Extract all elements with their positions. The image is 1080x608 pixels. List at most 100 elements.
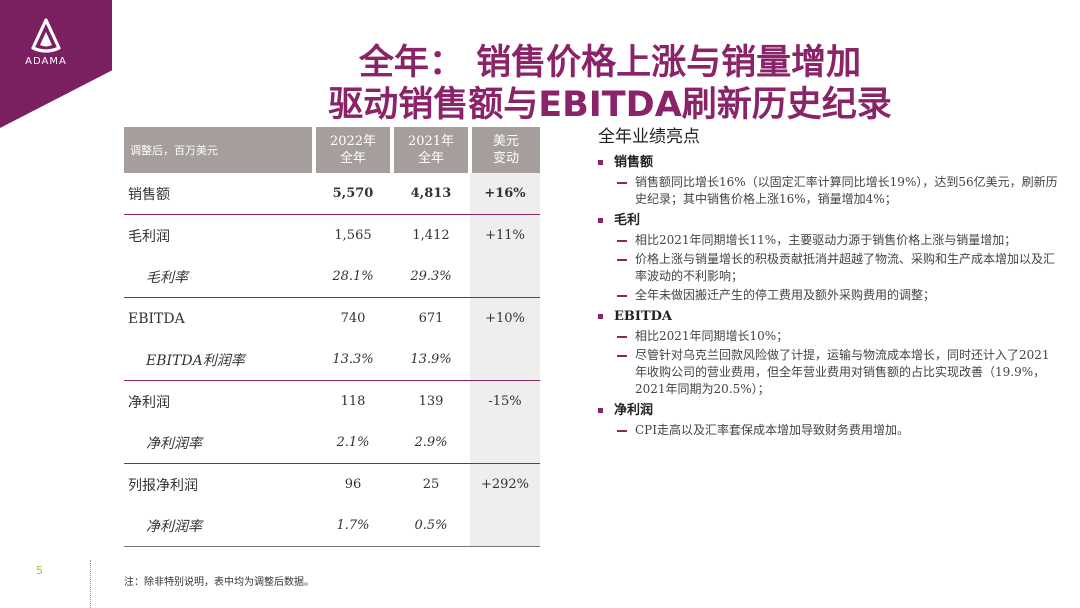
list-item: 相比2021年同期增长10%； xyxy=(617,328,1060,345)
bullet-square-icon xyxy=(598,160,603,165)
cell-2021: 1,412 xyxy=(412,228,450,243)
cell-2021: 13.9% xyxy=(392,339,470,381)
section-net-profit: 净利润 CPI走高以及汇率套保成本增加导致财务费用增加。 xyxy=(598,401,1060,439)
section-heading: 销售额 xyxy=(598,153,1060,172)
header-2022: 2022年 全年 xyxy=(314,127,394,173)
section-heading-text: 毛利 xyxy=(614,213,641,228)
cell-2022: 2.1% xyxy=(314,422,392,464)
dash-bullet-icon xyxy=(617,430,627,432)
cell-2022: 740 xyxy=(340,311,366,326)
cell-2022: 96 xyxy=(344,477,362,492)
section-gross-profit: 毛利 相比2021年同期增长11%，主要驱动力源于销售价格上涨与销量增加； 价格… xyxy=(598,211,1060,304)
dash-bullet-icon xyxy=(617,295,627,297)
dash-bullet-icon xyxy=(617,336,627,338)
section-heading: 毛利 xyxy=(598,211,1060,230)
header-2021-year: 2021年 xyxy=(407,134,455,149)
cell-change: +16% xyxy=(470,173,540,215)
list-item-text: 全年未做因搬迁产生的停工费用及额外采购费用的调整； xyxy=(635,288,936,302)
list-item: 价格上涨与销量增长的积极贡献抵消并超越了物流、采购和生产成本增加以及汇率波动的不… xyxy=(617,251,1060,285)
adama-logo-icon xyxy=(31,18,61,53)
financial-table: 调整后，百万美元 2022年 全年 2021年 全年 美元 变动 销售额 5,5… xyxy=(124,127,540,547)
bullet-square-icon xyxy=(598,314,603,319)
row-label: 净利润率 xyxy=(124,422,314,464)
table-header-row: 调整后，百万美元 2022年 全年 2021年 全年 美元 变动 xyxy=(124,127,540,173)
list-item-text: 相比2021年同期增长10%； xyxy=(635,329,789,343)
logo-text: ADAMA xyxy=(25,56,67,67)
cell-2021: 671 xyxy=(418,311,444,326)
row-label: 毛利率 xyxy=(124,256,314,298)
header-2021-period: 全年 xyxy=(417,151,444,166)
cell-change xyxy=(470,505,540,547)
header-change-currency: 美元 xyxy=(492,134,519,149)
list-item: 尽管针对乌克兰回款风险做了计提，运输与物流成本增长，同时还计入了2021年收购公… xyxy=(617,347,1060,398)
header-change: 美元 变动 xyxy=(470,127,540,173)
highlights-panel: 全年业绩亮点 销售额 销售额同比增长16%（以固定汇率计算同比增长19%），达到… xyxy=(598,127,1060,439)
cell-2021: 4,813 xyxy=(392,173,470,215)
dash-bullet-icon xyxy=(617,240,627,242)
cell-change xyxy=(470,256,540,298)
page-number: 5 xyxy=(36,564,43,577)
header-change-label: 变动 xyxy=(492,151,519,166)
cell-2021: 2.9% xyxy=(392,422,470,464)
row-label: EBITDA xyxy=(128,310,185,327)
row-label: 净利润 xyxy=(128,394,170,411)
table-row: 净利润 118 139 -15% xyxy=(124,380,540,422)
header-2022-period: 全年 xyxy=(339,151,366,166)
table-row: 销售额 5,570 4,813 +16% xyxy=(124,173,540,215)
row-label: 净利润率 xyxy=(124,505,314,547)
table-row: EBITDA 740 671 +10% xyxy=(124,297,540,339)
section-sales: 销售额 销售额同比增长16%（以固定汇率计算同比增长19%），达到56亿美元，刷… xyxy=(598,153,1060,208)
cell-2022: 1.7% xyxy=(314,505,392,547)
cell-change: +11% xyxy=(470,214,540,256)
section-heading-text: EBITDA xyxy=(614,309,673,324)
adama-logo: ADAMA xyxy=(16,18,76,67)
cell-2022: 5,570 xyxy=(314,173,392,215)
cell-2021: 29.3% xyxy=(392,256,470,298)
header-2022-year: 2022年 xyxy=(329,134,377,149)
list-item: 全年未做因搬迁产生的停工费用及额外采购费用的调整； xyxy=(617,287,1060,304)
page-title-line2: 驱动销售额与EBITDA刷新历史纪录 xyxy=(328,85,892,125)
list-item: 相比2021年同期增长11%，主要驱动力源于销售价格上涨与销量增加； xyxy=(617,232,1060,249)
cell-2022: 13.3% xyxy=(314,339,392,381)
header-unit: 调整后，百万美元 xyxy=(124,127,316,173)
cell-change xyxy=(470,339,540,381)
list-item-text: CPI走高以及汇率套保成本增加导致财务费用增加。 xyxy=(635,423,909,437)
cell-2021: 25 xyxy=(422,477,440,492)
row-label: 列报净利润 xyxy=(128,477,198,494)
footer-divider xyxy=(90,560,91,608)
dash-bullet-icon xyxy=(617,355,627,357)
table-row: 毛利率 28.1% 29.3% xyxy=(124,256,540,298)
table-row: 列报净利润 96 25 +292% xyxy=(124,463,540,505)
row-label: 毛利润 xyxy=(128,228,170,245)
section-heading-text: 销售额 xyxy=(614,155,654,170)
section-heading-text: 净利润 xyxy=(614,403,654,418)
table-row: 净利润率 1.7% 0.5% xyxy=(124,505,540,547)
section-heading: 净利润 xyxy=(598,401,1060,420)
bullet-square-icon xyxy=(598,408,603,413)
section-heading: EBITDA xyxy=(598,307,1060,326)
cell-2022: 118 xyxy=(340,394,366,409)
list-item-text: 尽管针对乌克兰回款风险做了计提，运输与物流成本增长，同时还计入了2021年收购公… xyxy=(635,348,1050,396)
list-item-text: 价格上涨与销量增长的积极贡献抵消并超越了物流、采购和生产成本增加以及汇率波动的不… xyxy=(635,252,1056,283)
dash-bullet-icon xyxy=(617,259,627,261)
table-row: 毛利润 1,565 1,412 +11% xyxy=(124,214,540,256)
cell-change: +292% xyxy=(470,463,540,505)
list-item-text: 销售额同比增长16%（以固定汇率计算同比增长19%），达到56亿美元，刷新历史纪… xyxy=(635,175,1058,206)
cell-2022: 28.1% xyxy=(314,256,392,298)
page-title-line1: 全年： 销售价格上涨与销量增加 xyxy=(358,43,862,83)
row-label: 销售额 xyxy=(124,173,314,215)
bullet-square-icon xyxy=(598,218,603,223)
logo-wedge: ADAMA xyxy=(0,0,112,128)
list-item-text: 相比2021年同期增长11%，主要驱动力源于销售价格上涨与销量增加； xyxy=(635,233,1017,247)
list-item: 销售额同比增长16%（以固定汇率计算同比增长19%），达到56亿美元，刷新历史纪… xyxy=(617,174,1060,208)
table-row: EBITDA利润率 13.3% 13.9% xyxy=(124,339,540,381)
cell-2021: 0.5% xyxy=(392,505,470,547)
cell-change: -15% xyxy=(470,380,540,422)
cell-2021: 139 xyxy=(418,394,444,409)
list-item: CPI走高以及汇率套保成本增加导致财务费用增加。 xyxy=(617,422,1060,439)
cell-change: +10% xyxy=(470,297,540,339)
header-2021: 2021年 全年 xyxy=(392,127,472,173)
dash-bullet-icon xyxy=(617,182,627,184)
table-row: 净利润率 2.1% 2.9% xyxy=(124,422,540,464)
cell-2022: 1,565 xyxy=(334,228,372,243)
